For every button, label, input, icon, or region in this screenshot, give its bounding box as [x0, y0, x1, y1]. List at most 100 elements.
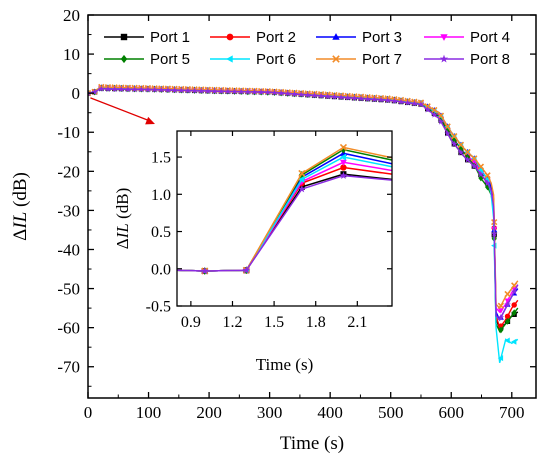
y-tick-label: -40 [57, 240, 80, 259]
inset-x-tick-label: 2.1 [347, 314, 367, 331]
inset-data-point [200, 266, 209, 275]
data-point [484, 179, 491, 186]
x-tick-label: 400 [317, 403, 343, 422]
data-point [497, 313, 505, 321]
inset-y-tick-label: 0.5 [151, 224, 171, 241]
data-point [511, 338, 517, 345]
data-point [377, 96, 385, 103]
legend-marker [332, 55, 340, 63]
inset-y-tick-label: 0.0 [151, 261, 171, 278]
inset-series-line [177, 174, 392, 272]
data-point [490, 230, 498, 237]
data-point [304, 91, 312, 98]
series-port-8 [88, 85, 519, 322]
data-point [498, 326, 504, 334]
x-tick-label: 700 [499, 403, 525, 422]
data-point [504, 313, 511, 320]
data-point [477, 170, 485, 178]
inset-x-tick-label: 1.2 [222, 314, 242, 331]
data-point [257, 88, 265, 96]
data-point [397, 98, 405, 105]
data-point [484, 172, 491, 179]
y-tick-label: -20 [57, 162, 80, 181]
inset-x-tick-label: 0.9 [181, 314, 201, 331]
legend: Port 1 Port 2 Port 3 Port 4 Port 5 Port 6 Port… [104, 29, 510, 68]
data-point [151, 86, 158, 93]
inset-data-point [298, 169, 306, 178]
main-plot-frame [87, 14, 537, 399]
data-point [164, 86, 172, 93]
y-tick-label: -10 [57, 123, 80, 142]
data-point [371, 96, 378, 103]
data-point [464, 148, 471, 156]
y-tick-label: 0 [72, 84, 81, 103]
data-point [511, 302, 517, 308]
inset-y-tick-label: -0.5 [146, 299, 171, 316]
inset-data-point [339, 143, 348, 151]
legend-label: Port 6 [256, 51, 296, 68]
inset-x-tick-label: 1.8 [306, 314, 326, 331]
data-point [430, 111, 438, 118]
data-point [384, 96, 392, 104]
legend-label: Port 2 [256, 29, 296, 46]
data-point [191, 87, 198, 94]
data-point [457, 141, 465, 148]
legend-item: Port 5 [104, 51, 190, 68]
legend-label: Port 7 [362, 51, 402, 68]
legend-label: Port 5 [150, 51, 190, 68]
data-point [510, 288, 518, 295]
inset-data-point [297, 185, 306, 193]
y-axis-title: ΔIL (dB) [10, 172, 31, 241]
x-tick-label: 0 [84, 403, 93, 422]
series-line [88, 86, 519, 310]
data-point [364, 95, 372, 102]
data-point [124, 85, 132, 93]
data-point [351, 94, 358, 102]
data-point [511, 309, 517, 317]
inset-series-port-8 [177, 171, 392, 275]
data-point [437, 118, 445, 125]
legend-marker [440, 34, 448, 41]
legend-item: Port 2 [210, 29, 296, 46]
legend-marker [120, 54, 128, 64]
x-tick-label: 600 [438, 403, 464, 422]
data-point [504, 318, 511, 325]
inset-data-point [339, 171, 348, 179]
data-point [451, 132, 458, 140]
data-point [224, 88, 232, 95]
data-point [237, 88, 245, 95]
legend-item: Port 6 [210, 51, 296, 68]
data-point [311, 92, 318, 99]
inset-axis-ticks: 0.9 1.2 1.5 1.8 2.1 1.5 1.0 0.5 0.0 -0.5 [146, 131, 392, 331]
legend-marker [332, 33, 340, 40]
data-point [264, 88, 272, 96]
data-point [410, 100, 418, 107]
inset-plot-series [177, 143, 392, 275]
legend-item: Port 8 [424, 51, 510, 68]
legend-item: Port 7 [316, 51, 402, 68]
inset-y-tick-label: 1.0 [151, 187, 171, 204]
annotation-arrow [90, 97, 151, 122]
data-point [131, 85, 138, 93]
main-axis-ticks: 0 100 200 300 400 500 600 70020100-10-20-30-40-… [57, 6, 536, 422]
data-point [291, 90, 298, 97]
data-point [504, 301, 511, 308]
data-point [497, 355, 504, 362]
inset-x-tick-label: 1.5 [264, 314, 284, 331]
data-point [211, 87, 218, 95]
legend-label: Port 4 [470, 29, 510, 46]
y-tick-label: -60 [57, 319, 80, 338]
data-point [251, 88, 258, 95]
inset-data-point [298, 175, 305, 183]
annotation-arrowhead [145, 116, 155, 125]
data-point [297, 91, 305, 98]
data-point [331, 93, 338, 100]
data-point [177, 86, 185, 94]
data-point [357, 95, 365, 102]
data-point [244, 88, 252, 95]
data-point [404, 99, 411, 106]
data-point [217, 87, 225, 95]
data-point [417, 100, 425, 108]
y-tick-label: -70 [57, 358, 80, 377]
